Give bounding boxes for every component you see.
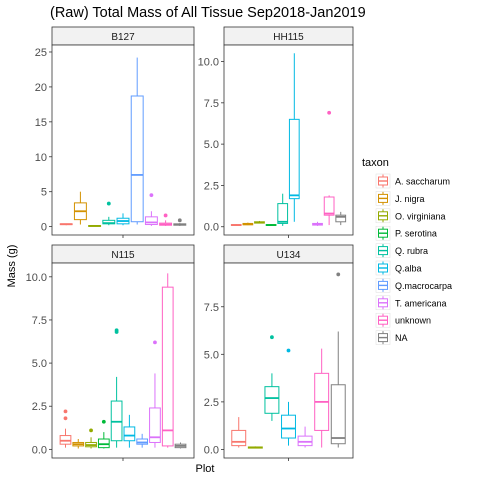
y-tick-label: 5.0 (32, 358, 47, 370)
outlier-point (150, 193, 154, 197)
box-iqr (324, 197, 334, 215)
legend-label: Q.macrocarpa (395, 281, 452, 291)
box-iqr (278, 204, 288, 224)
y-tick-label: 10 (35, 152, 47, 164)
outlier-point (64, 416, 68, 420)
legend-label: NA (395, 333, 408, 343)
legend-label: unknown (395, 316, 431, 326)
chart-title: (Raw) Total Mass of All Tissue Sep2018-J… (50, 5, 366, 21)
legend-item: Q.alba (376, 261, 422, 275)
panel-hh115: HH115 0.0 2.5 5.0 7.5 10.0 (198, 27, 353, 238)
box-a-saccharum (231, 224, 241, 226)
legend-item: O. virginiana (376, 209, 446, 223)
legend-item: A. saccharum (376, 174, 450, 188)
y-tick-label: 2.5 (32, 401, 47, 413)
facet-strip-label: N115 (111, 250, 135, 261)
y-tick-label: 0 (41, 222, 47, 234)
y-tick-label: 7.5 (204, 98, 219, 110)
box-iqr (232, 430, 246, 445)
facet-strip-label: B127 (111, 32, 135, 43)
legend-item: T. americana (376, 296, 447, 310)
legend-label: J. nigra (395, 194, 425, 204)
box-iqr (282, 415, 296, 438)
legend-item: J. nigra (376, 191, 425, 205)
outlier-point (115, 328, 119, 332)
y-tick-label: 2.5 (204, 180, 219, 192)
facet-strip-label: HH115 (273, 32, 304, 43)
y-tick-label: 2.5 (204, 397, 219, 409)
y-tick-label: 0.0 (32, 444, 47, 456)
box-iqr (289, 119, 299, 198)
legend-item: P. serotina (376, 226, 437, 240)
facet-strip-label: U134 (277, 250, 301, 261)
box-iqr (145, 217, 157, 225)
legend-item: unknown (376, 313, 431, 327)
panel-b127: B127 0 5 10 15 20 25 (35, 27, 194, 238)
outlier-point (336, 273, 340, 277)
y-tick-label: 10.0 (26, 272, 47, 284)
x-axis-title: Plot (196, 463, 215, 475)
legend-title: taxon (362, 157, 389, 169)
facet-panels: B127 0 5 10 15 20 25 HH115 0.0 2.5 5.0 7.5 10.0 N115 0… (26, 27, 353, 461)
legend-item: Q. rubra (376, 244, 428, 258)
legend-label: A. saccharum (395, 177, 450, 187)
outlier-point (270, 335, 274, 339)
legend-label: Q.alba (395, 264, 422, 274)
panel-u134: U134 0.0 2.5 5.0 7.5 (204, 245, 353, 461)
y-tick-label: 7.5 (32, 315, 47, 327)
y-tick-label: 5.0 (204, 139, 219, 151)
legend: taxon A. saccharum J. nigra O. virginiana P… (362, 157, 452, 345)
outlier-point (153, 340, 157, 344)
y-tick-label: 15 (35, 117, 47, 129)
box-j-nigra (243, 223, 253, 225)
legend-label: T. americana (395, 298, 447, 308)
outlier-point (178, 218, 182, 222)
y-tick-label: 20 (35, 82, 47, 94)
box-iqr (331, 385, 345, 444)
box-a-saccharum (60, 223, 72, 225)
outlier-point (287, 349, 291, 353)
y-tick-label: 10.0 (198, 57, 219, 69)
outlier-point (64, 410, 68, 414)
box-iqr (162, 287, 173, 446)
box-iqr (124, 427, 135, 441)
box-iqr (131, 96, 143, 222)
outlier-point (89, 428, 93, 432)
outlier-point (164, 214, 168, 218)
box-unknown (162, 273, 173, 447)
box-iqr (298, 436, 312, 446)
outlier-point (102, 420, 106, 424)
y-tick-label: 5 (41, 187, 47, 199)
box-o-virginiana (248, 446, 262, 448)
y-tick-label: 5.0 (204, 349, 219, 361)
legend-label: P. serotina (395, 229, 437, 239)
legend-item: Q.macrocarpa (376, 278, 452, 292)
panel-plot-area (52, 45, 194, 235)
y-tick-label: 0.0 (204, 444, 219, 456)
legend-label: Q. rubra (395, 246, 428, 256)
box-o-virginiana (255, 221, 265, 223)
y-tick-label: 0.0 (204, 222, 219, 234)
legend-label: O. virginiana (395, 211, 446, 221)
outlier-point (327, 111, 331, 115)
y-axis-title: Mass (g) (6, 245, 18, 288)
box-iqr (265, 387, 279, 414)
y-tick-label: 25 (35, 47, 47, 59)
legend-item: NA (376, 331, 408, 345)
y-tick-label: 7.5 (204, 302, 219, 314)
box-o-virginiana (89, 225, 101, 226)
outlier-point (107, 202, 111, 206)
panel-n115: N115 0.0 2.5 5.0 7.5 10.0 (26, 245, 194, 461)
box-p-serotina (266, 224, 276, 226)
